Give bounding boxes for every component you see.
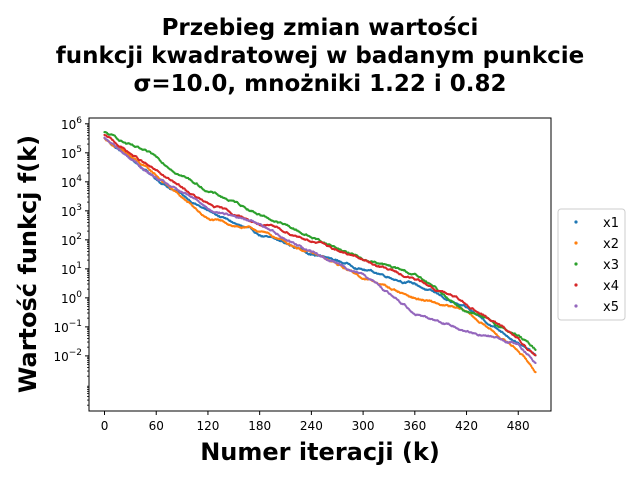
x-tick-label-360: 360	[403, 419, 426, 433]
y-tick-label-exponent: 6	[76, 116, 82, 126]
y-axis-label: Wartość funkcj f(k)	[14, 135, 42, 393]
legend-marker-x1	[574, 220, 578, 224]
x-axis: 0 60 120 180 240 300 360 420 480	[101, 411, 530, 433]
y-tick-label-0: 100	[61, 290, 82, 306]
x-tick-label-0: 0	[101, 419, 109, 433]
y-tick-label-6: 106	[61, 116, 82, 132]
legend-marker-x2	[574, 241, 578, 245]
legend-box	[557, 208, 626, 321]
point-x3	[534, 348, 537, 351]
x-tick-label-60: 60	[149, 419, 164, 433]
series-layer	[103, 130, 537, 374]
y-tick-label-base: 10	[61, 147, 76, 161]
legend-marker-x4	[574, 283, 578, 287]
chart-title-line-3: σ=10.0, mnożniki 1.22 i 0.82	[133, 71, 506, 97]
legend-label-x3: x3	[603, 258, 619, 273]
x-tick-label-300: 300	[352, 419, 375, 433]
series-x4	[103, 133, 537, 357]
point-x5	[534, 361, 537, 365]
chart-title-line-2: funkcji kwadratowej w badanym punkcie	[56, 43, 585, 69]
y-tick-label-base: 10	[61, 118, 76, 132]
legend-item-x2: x2	[574, 237, 619, 252]
legend-item-x1: x1	[574, 216, 619, 231]
series-x5	[103, 136, 537, 365]
x-tick-label-240: 240	[300, 419, 323, 433]
plot-area	[88, 117, 552, 412]
legend-label-x2: x2	[603, 237, 619, 252]
chart-title-line-1: Przebieg zmian wartości	[162, 15, 479, 41]
legend-item-x4: x4	[574, 279, 619, 294]
y-tick-label-base: 10	[61, 292, 76, 306]
y-tick-label--1: 10−1	[53, 319, 82, 335]
x-tick-label-420: 420	[455, 419, 478, 433]
y-tick-label-exponent: 0	[76, 290, 82, 300]
y-tick-label-exponent: 5	[76, 145, 82, 155]
y-tick-label-base: 10	[61, 234, 76, 248]
y-tick-label-5: 105	[61, 145, 82, 161]
plot-background	[89, 118, 551, 411]
legend-marker-x3	[574, 262, 578, 266]
point-x4	[534, 354, 537, 357]
legend-label-x1: x1	[603, 216, 619, 231]
y-tick-label-exponent: −2	[69, 348, 82, 358]
x-axis-label: Numer iteracji (k)	[200, 438, 440, 466]
y-tick-label-3: 103	[61, 203, 82, 219]
y-tick-label-exponent: 1	[76, 261, 82, 271]
y-tick-label-base: 10	[53, 321, 68, 335]
y-tick-label-exponent: 4	[76, 174, 82, 184]
y-tick-label-base: 10	[53, 350, 68, 364]
x-tick-label-120: 120	[196, 419, 219, 433]
plot-frame	[88, 117, 552, 412]
y-tick-label--2: 10−2	[53, 348, 82, 364]
y-tick-label-exponent: 3	[76, 203, 82, 213]
legend-label-x5: x5	[603, 300, 619, 315]
legend-item-x5: x5	[574, 300, 619, 315]
y-tick-label-exponent: −1	[69, 319, 82, 329]
x-tick-label-180: 180	[248, 419, 271, 433]
x-tick-label-480: 480	[507, 419, 530, 433]
y-tick-label-1: 101	[61, 261, 82, 277]
y-tick-label-4: 104	[61, 174, 82, 190]
y-tick-label-base: 10	[61, 205, 76, 219]
legend-item-x3: x3	[574, 258, 619, 273]
legend-marker-x5	[574, 304, 578, 308]
chart-title: Przebieg zmian wartości funkcji kwadrato…	[56, 15, 585, 97]
point-x2	[534, 371, 537, 374]
y-tick-label-base: 10	[61, 176, 76, 190]
y-tick-label-exponent: 2	[76, 232, 82, 242]
legend: x1 x2 x3 x4 x5	[557, 208, 626, 321]
legend-label-x4: x4	[603, 279, 619, 294]
point-x2	[530, 364, 533, 368]
y-tick-label-2: 102	[61, 232, 82, 248]
y-tick-label-base: 10	[61, 263, 76, 277]
